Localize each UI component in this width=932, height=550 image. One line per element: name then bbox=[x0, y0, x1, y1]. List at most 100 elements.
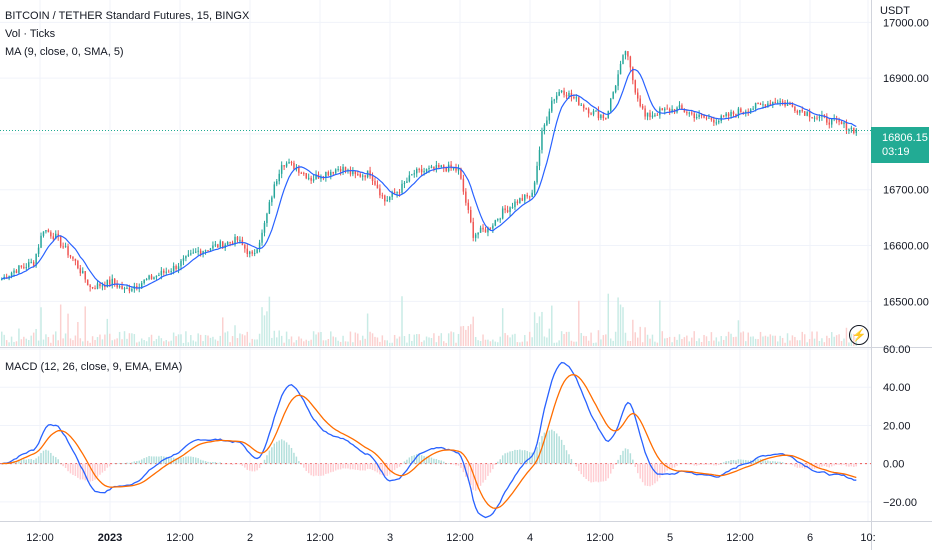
volume-legend[interactable]: Vol · Ticks bbox=[5, 28, 56, 40]
candle-body bbox=[371, 176, 374, 182]
x-tick-label: 10: bbox=[860, 532, 875, 544]
macd-histogram-bar bbox=[106, 463, 109, 468]
candle-body bbox=[686, 112, 688, 114]
macd-histogram-bar bbox=[609, 463, 612, 474]
macd-histogram-bar bbox=[334, 463, 337, 471]
volume-bar bbox=[833, 336, 835, 346]
volume-bar bbox=[344, 341, 347, 346]
macd-histogram-bar bbox=[57, 459, 59, 464]
macd-legend[interactable]: MACD (12, 26, close, 9, EMA, EMA) bbox=[5, 361, 183, 373]
x-tick-label: 12:00 bbox=[26, 532, 54, 544]
volume-bar bbox=[543, 336, 546, 346]
candle-body bbox=[84, 271, 86, 280]
volume-bar bbox=[551, 305, 553, 346]
volume-bar bbox=[268, 296, 271, 346]
macd-histogram-bar bbox=[246, 463, 249, 470]
candle-body bbox=[283, 165, 285, 167]
currency-label[interactable]: USDT bbox=[880, 5, 910, 17]
macd-histogram-bar bbox=[477, 463, 479, 490]
candle-body bbox=[573, 97, 575, 99]
macd-histogram-bar bbox=[18, 459, 20, 464]
volume-bar bbox=[320, 332, 322, 346]
volume-bar bbox=[786, 333, 789, 346]
macd-histogram-bar bbox=[482, 463, 484, 483]
macd-histogram-bar bbox=[467, 463, 470, 481]
macd-histogram-bar bbox=[582, 463, 585, 478]
candle-body bbox=[727, 113, 730, 117]
candle-body bbox=[752, 108, 754, 110]
candle-body bbox=[246, 248, 249, 255]
volume-bar bbox=[769, 334, 772, 346]
macd-histogram-bar bbox=[268, 450, 271, 464]
volume-bar bbox=[619, 304, 622, 346]
candle-body bbox=[320, 177, 322, 179]
volume-bar bbox=[334, 337, 337, 346]
candle-body bbox=[713, 119, 715, 123]
candle-body bbox=[455, 168, 457, 171]
volume-bar bbox=[172, 332, 175, 346]
candle-body bbox=[649, 112, 651, 118]
volume-bar bbox=[239, 333, 241, 346]
volume-bar bbox=[791, 335, 794, 346]
candle-body bbox=[632, 67, 634, 81]
macd-histogram-bar bbox=[447, 463, 450, 464]
volume-bar bbox=[59, 304, 62, 346]
candle-body bbox=[578, 97, 580, 106]
candle-body bbox=[762, 104, 764, 106]
candle-body bbox=[703, 115, 705, 118]
macd-histogram-bar bbox=[180, 457, 182, 464]
macd-histogram-bar bbox=[779, 461, 781, 464]
volume-bar bbox=[381, 335, 384, 346]
candle-body bbox=[681, 105, 683, 110]
volume-bar bbox=[167, 341, 170, 346]
candle-body bbox=[364, 175, 366, 178]
macd-histogram-bar bbox=[555, 433, 558, 464]
volume-bar bbox=[396, 338, 398, 346]
macd-histogram-bar bbox=[489, 463, 492, 473]
macd-histogram-bar bbox=[470, 463, 472, 485]
ma-legend[interactable]: MA (9, close, 0, SMA, 5) bbox=[5, 46, 124, 58]
candle-body bbox=[801, 109, 803, 112]
macd-histogram-bar bbox=[823, 463, 826, 466]
volume-bar bbox=[212, 336, 214, 346]
candle-body bbox=[786, 103, 789, 106]
macd-histogram-bar bbox=[821, 463, 823, 467]
macd-histogram-bar bbox=[509, 451, 511, 464]
volume-bar bbox=[678, 334, 681, 346]
volume-bar bbox=[747, 332, 749, 346]
macd-histogram-bar bbox=[573, 463, 575, 464]
macd-histogram-bar bbox=[789, 463, 791, 465]
candle-body bbox=[528, 196, 531, 198]
candle-body bbox=[234, 236, 236, 245]
x-tick-label: 12:00 bbox=[726, 532, 754, 544]
ma-line-group bbox=[0, 68, 871, 289]
candle-body bbox=[180, 260, 182, 267]
volume-bar bbox=[177, 334, 180, 346]
volume-bar bbox=[536, 323, 538, 346]
macd-histogram-bar bbox=[153, 456, 155, 464]
candle-body bbox=[310, 177, 312, 181]
macd-histogram-bar bbox=[828, 463, 831, 468]
candle-body bbox=[514, 201, 516, 208]
macd-histogram-bar bbox=[244, 463, 246, 468]
macd-histogram-bar bbox=[580, 463, 582, 475]
volume-bar bbox=[158, 335, 160, 346]
macd-histogram-bar bbox=[116, 463, 118, 464]
volume-bar bbox=[489, 341, 492, 346]
candle-body bbox=[263, 223, 266, 233]
candle-body bbox=[258, 242, 261, 250]
macd-histogram-bar bbox=[401, 463, 403, 465]
candle-body bbox=[140, 283, 143, 288]
macd-histogram-bar bbox=[718, 463, 720, 466]
macd-histogram-bar bbox=[199, 459, 202, 464]
volume-bar bbox=[506, 335, 509, 346]
macd-histogram-bar bbox=[425, 456, 428, 464]
candle-body bbox=[732, 111, 735, 115]
volume-bar bbox=[428, 337, 430, 346]
volume-bar bbox=[393, 334, 396, 346]
lightning-icon[interactable]: ⚡ bbox=[849, 325, 869, 345]
volume-bar bbox=[55, 331, 57, 346]
volume-bar bbox=[18, 328, 20, 346]
candle-body bbox=[695, 117, 698, 119]
